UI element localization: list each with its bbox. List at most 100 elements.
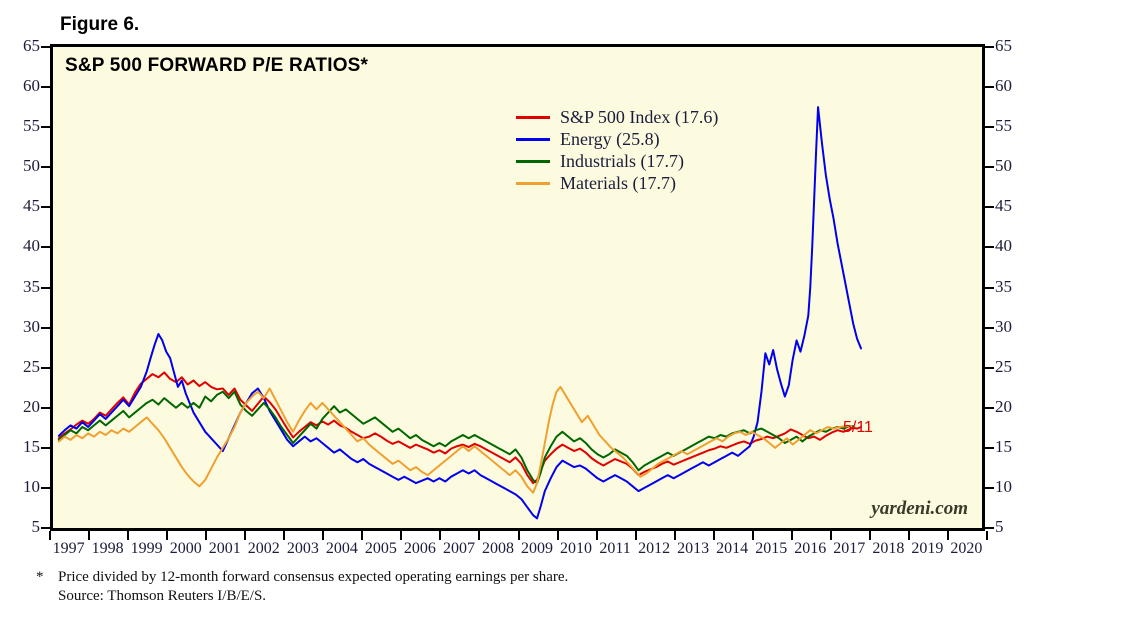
chart-frame: S&P 500 FORWARD P/E RATIOS* yardeni.com: [50, 44, 985, 531]
x-tick: [166, 531, 169, 540]
x-axis-label: 2003: [286, 540, 319, 557]
y-tick-left: [41, 86, 50, 89]
series-line-s-p-500-index: [59, 372, 861, 483]
y-tick-left: [41, 527, 50, 529]
y-axis-label-right: 30: [995, 316, 1012, 336]
y-axis-label-right: 55: [995, 116, 1012, 136]
watermark: yardeni.com: [871, 498, 968, 519]
legend-label-materials: Materials (17.7): [560, 172, 676, 193]
legend-item-energy: Energy (25.8): [516, 128, 718, 150]
y-axis-label-left: 60: [23, 76, 40, 96]
y-axis-label-right: 45: [995, 196, 1012, 216]
x-tick: [868, 531, 871, 540]
y-axis-label-right: 15: [995, 436, 1012, 456]
x-tick: [829, 531, 832, 540]
legend-label-sp500: S&P 500 Index (17.6): [560, 106, 719, 127]
y-tick-left: [41, 206, 50, 209]
x-tick: [439, 531, 442, 540]
x-tick: [244, 531, 247, 540]
y-tick-left: [41, 246, 50, 249]
chart-title: S&P 500 FORWARD P/E RATIOS*: [65, 55, 369, 76]
legend-item-sp500: S&P 500 Index (17.6): [516, 106, 718, 128]
x-axis-label: 2011: [599, 540, 631, 557]
y-axis-label-left: 25: [23, 356, 40, 376]
y-axis-label-right: 20: [995, 396, 1012, 416]
y-tick-right: [985, 246, 994, 249]
x-tick: [322, 531, 325, 540]
y-axis-label-right: 65: [995, 36, 1012, 55]
x-tick: [634, 531, 637, 540]
data-end-date-label: 5/11: [843, 419, 873, 436]
x-axis-label: 2009: [521, 540, 554, 557]
y-tick-left: [41, 46, 50, 48]
x-tick: [946, 531, 949, 540]
x-tick: [673, 531, 676, 540]
x-tick: [751, 531, 754, 540]
x-tick: [517, 531, 520, 540]
legend-swatch-energy: [516, 137, 550, 141]
y-tick-right: [985, 326, 994, 329]
x-axis-label: 2019: [911, 540, 944, 557]
y-tick-right: [985, 286, 994, 289]
x-axis-label: 2015: [755, 540, 788, 557]
x-axis-label: 2002: [247, 540, 280, 557]
y-axis-label-left: 50: [23, 156, 40, 176]
x-axis-label: 2012: [638, 540, 671, 557]
x-axis-label: 2000: [169, 540, 202, 557]
y-tick-left: [41, 166, 50, 169]
chart-legend: S&P 500 Index (17.6) Energy (25.8) Industr…: [516, 106, 718, 194]
y-tick-left: [41, 366, 50, 369]
x-axis-label: 2013: [677, 540, 710, 557]
x-tick: [127, 531, 130, 540]
x-tick: [595, 531, 598, 540]
y-tick-right: [985, 206, 994, 209]
x-axis-label: 2006: [403, 540, 436, 557]
legend-swatch-sp500: [516, 115, 550, 119]
y-axis-label-right: 50: [995, 156, 1012, 176]
y-tick-right: [985, 46, 994, 48]
y-axis-label-left: 35: [23, 276, 40, 296]
legend-item-materials: Materials (17.7): [516, 172, 718, 194]
x-axis-label: 2004: [325, 540, 358, 557]
y-axis-label-left: 30: [23, 316, 40, 336]
legend-label-energy: Energy (25.8): [560, 128, 660, 149]
x-axis-label: 2014: [716, 540, 749, 557]
x-axis-label: 2010: [560, 540, 593, 557]
x-tick: [556, 531, 559, 540]
x-axis-label: 2017: [833, 540, 866, 557]
y-tick-left: [41, 406, 50, 409]
series-line-industrials: [59, 392, 853, 483]
y-axis-label-right: 5: [995, 517, 1004, 536]
footnote-line-1: Price divided by 12-month forward consen…: [58, 569, 569, 585]
y-tick-left: [41, 446, 50, 449]
legend-item-industrials: Industrials (17.7): [516, 150, 718, 172]
y-axis-label-left: 65: [23, 36, 40, 55]
y-axis-label-right: 10: [995, 476, 1012, 496]
y-tick-left: [41, 126, 50, 129]
y-axis-label-left: 10: [23, 476, 40, 496]
y-tick-right: [985, 126, 994, 129]
y-axis-label-left: 55: [23, 116, 40, 136]
y-axis-label-left: 5: [31, 517, 41, 536]
y-tick-left: [41, 486, 50, 489]
y-axis-label-right: 60: [995, 76, 1012, 96]
figure-label: Figure 6.: [60, 14, 140, 35]
y-tick-left: [41, 286, 50, 289]
x-axis-label: 2007: [442, 540, 475, 557]
y-axis-label-right: 25: [995, 356, 1012, 376]
x-axis-label: 2001: [208, 540, 241, 557]
y-axis-label-left: 40: [23, 236, 40, 256]
y-tick-right: [985, 446, 994, 449]
y-tick-right: [985, 86, 994, 89]
y-axis-label-right: 40: [995, 236, 1012, 256]
x-axis-label: 1999: [130, 540, 163, 557]
x-axis-label: 2018: [872, 540, 905, 557]
legend-label-industrials: Industrials (17.7): [560, 150, 684, 171]
x-axis-label: 1997: [52, 540, 85, 557]
x-tick: [712, 531, 715, 540]
y-tick-left: [41, 326, 50, 329]
x-tick: [88, 531, 91, 540]
footnote: * Price divided by 12-month forward cons…: [36, 568, 568, 606]
x-axis-label: 2020: [950, 540, 983, 557]
x-axis-label: 2016: [794, 540, 827, 557]
